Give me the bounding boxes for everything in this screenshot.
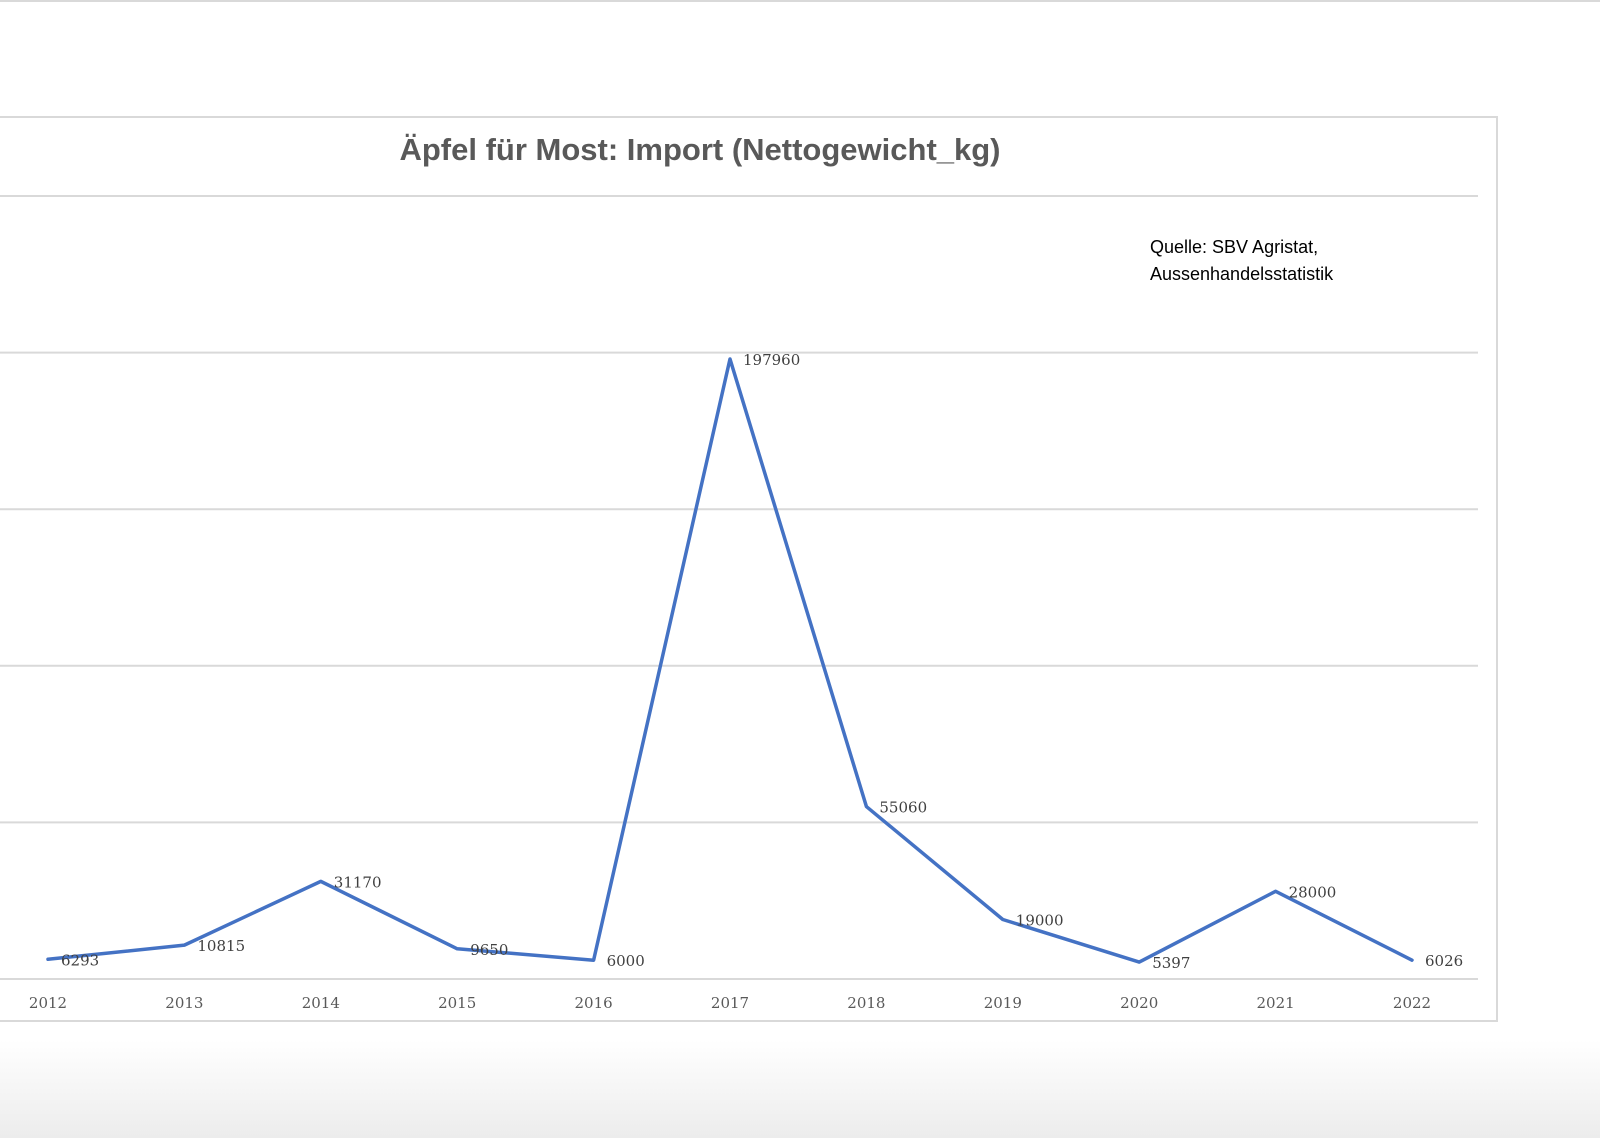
x-tick-label: 2013 — [165, 994, 203, 1012]
data-label: 28000 — [1289, 883, 1337, 901]
data-label: 10815 — [197, 937, 245, 955]
x-tick-label: 2012 — [29, 994, 67, 1012]
gridlines — [0, 195, 1478, 980]
x-tick-label: 2016 — [575, 994, 613, 1012]
series-line — [46, 357, 1414, 964]
chart-title: Äpfel für Most: Import (Nettogewicht_kg) — [399, 132, 1001, 167]
source-annotation: Quelle: SBV Agristat, Aussenhandelsstati… — [1150, 234, 1430, 288]
source-annotation-line-2: Aussenhandelsstatistik — [1150, 264, 1334, 284]
x-tick-label: 2021 — [1257, 994, 1295, 1012]
x-tick-label: 2020 — [1120, 994, 1158, 1012]
data-label: 6026 — [1425, 952, 1463, 970]
chart-area — [0, 116, 1498, 1022]
x-tick-label: 2018 — [847, 994, 885, 1012]
data-labels: 6293 10815 31170 9650 6000 197960 55060 19000 53… — [61, 351, 1463, 972]
data-label: 5397 — [1152, 954, 1190, 972]
window-top-border — [0, 0, 1600, 2]
data-label: 6000 — [607, 952, 645, 970]
window-bottom-shade — [0, 1040, 1600, 1138]
data-label: 9650 — [470, 941, 508, 959]
data-label: 55060 — [879, 799, 927, 817]
x-tick-label: 2019 — [984, 994, 1022, 1012]
data-label: 31170 — [334, 873, 382, 891]
x-tick-label: 2022 — [1393, 994, 1431, 1012]
data-label: 6293 — [61, 951, 99, 969]
x-tick-label: 2015 — [438, 994, 476, 1012]
series-group — [46, 357, 1414, 964]
source-annotation-line-1: Quelle: SBV Agristat, — [1150, 237, 1319, 257]
x-axis-tick-labels: 2012 2013 2014 2015 2016 2017 2018 2019 2020 2021… — [29, 994, 1431, 1012]
x-tick-label: 2014 — [302, 994, 340, 1012]
data-label: 197960 — [743, 351, 800, 369]
x-tick-label: 2017 — [711, 994, 749, 1012]
data-label: 19000 — [1016, 911, 1064, 929]
